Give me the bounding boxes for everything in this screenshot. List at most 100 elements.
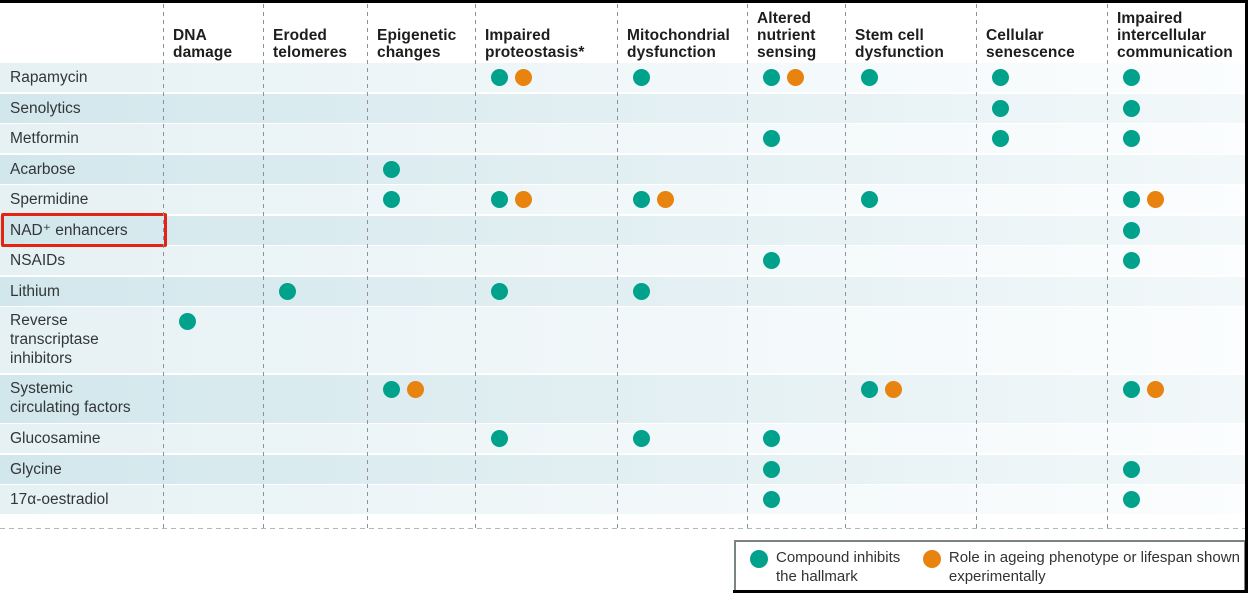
orange-dot (657, 191, 674, 208)
compound-name: Glycine (10, 460, 62, 478)
matrix-cell (475, 375, 617, 423)
column-header-9: Impaired intercellular communication (1117, 10, 1233, 61)
matrix-cell (163, 94, 263, 123)
row-label-cell: Spermidine (0, 185, 163, 214)
teal-dot (1123, 460, 1140, 478)
column-separator-line (747, 4, 748, 528)
matrix-cell (976, 63, 1107, 92)
matrix-cell (475, 216, 617, 245)
row-label-cell: 17α-oestradiol (0, 485, 163, 514)
matrix-cell (976, 455, 1107, 484)
matrix-cell (976, 246, 1107, 275)
matrix-cell (976, 485, 1107, 514)
compound-name: NAD⁺ enhancers (10, 221, 128, 239)
matrix-cell (617, 94, 747, 123)
teal-dot (1123, 252, 1140, 269)
matrix-cell (475, 185, 617, 214)
teal-dot (383, 380, 400, 398)
compound-row: NAD⁺ enhancers (0, 212, 1248, 247)
matrix-cell (263, 155, 367, 184)
matrix-cell (747, 277, 845, 306)
compound-name: 17α-oestradiol (10, 491, 109, 508)
matrix-cell (845, 155, 976, 184)
matrix-cell (617, 124, 747, 153)
matrix-cell (845, 307, 976, 373)
column-header-4: Impaired proteostasis* (485, 27, 585, 61)
teal-dot (861, 380, 878, 398)
matrix-cell (845, 63, 976, 92)
row-label-cell: Metformin (0, 124, 163, 153)
row-label-cell: NSAIDs (0, 246, 163, 275)
matrix-cell (367, 246, 475, 275)
teal-dot (279, 282, 296, 300)
row-label-cell: NAD⁺ enhancers (0, 216, 163, 245)
matrix-cell (1107, 485, 1248, 514)
orange-dot (787, 69, 804, 86)
column-separator-line (1107, 4, 1108, 528)
matrix-cell (367, 216, 475, 245)
matrix-cell (367, 424, 475, 453)
table-bottom-line (0, 528, 1248, 529)
matrix-cell (1107, 63, 1248, 92)
compound-name: Senolytics (10, 99, 81, 117)
matrix-cell (475, 455, 617, 484)
column-header-8: Cellular senescence (986, 27, 1075, 61)
matrix-cell (845, 485, 976, 514)
teal-dot (992, 69, 1009, 86)
matrix-cell (747, 63, 845, 92)
matrix-cell (845, 375, 976, 423)
teal-dot (179, 313, 196, 330)
teal-dot (763, 69, 780, 86)
column-separator-line (367, 4, 368, 528)
matrix-cell (617, 216, 747, 245)
matrix-cell (475, 307, 617, 373)
teal-dot (633, 430, 650, 447)
teal-dot (1123, 191, 1140, 208)
teal-dot (383, 191, 400, 208)
matrix-cell (163, 246, 263, 275)
matrix-cell (163, 424, 263, 453)
column-header-2: Eroded telomeres (273, 27, 348, 61)
matrix-cell (747, 216, 845, 245)
matrix-cell (976, 94, 1107, 123)
compound-name: Glucosamine (10, 430, 101, 447)
matrix-cell (1107, 124, 1248, 153)
teal-dot (1123, 69, 1140, 86)
orange-dot (407, 380, 424, 398)
matrix-cell (1107, 277, 1248, 306)
column-separator-line (845, 4, 846, 528)
teal-dot (491, 69, 508, 86)
teal-dot (491, 191, 508, 208)
matrix-cell (163, 124, 263, 153)
matrix-cell (367, 375, 475, 423)
matrix-cell (263, 63, 367, 92)
matrix-cell (1107, 307, 1248, 373)
teal-dot (633, 69, 650, 86)
page-border-right (1245, 0, 1248, 593)
column-header-row: DNA damage Eroded telomeres Epigenetic cha… (0, 3, 1248, 62)
teal-dot (992, 130, 1009, 147)
teal-dot (1123, 380, 1140, 398)
matrix-cell (1107, 155, 1248, 184)
matrix-cell (845, 124, 976, 153)
orange-dot (922, 549, 941, 568)
matrix-cell (263, 94, 367, 123)
matrix-cell (367, 155, 475, 184)
compound-row: Lithium (0, 276, 1248, 306)
legend: Compound inhibits the hallmark Role in a… (734, 540, 1246, 593)
matrix-cell (163, 307, 263, 373)
nad-enhancers-highlight-box (1, 212, 167, 247)
matrix-cell (747, 455, 845, 484)
matrix-cell (845, 185, 976, 214)
matrix-cell (976, 424, 1107, 453)
matrix-cell (617, 424, 747, 453)
column-header-6: Altered nutrient sensing (757, 10, 817, 61)
compound-row: Reverse transcriptase inhibitors (0, 307, 1248, 373)
row-label-cell: Rapamycin (0, 63, 163, 92)
compound-row: Glycine (0, 454, 1248, 484)
matrix-cell (747, 375, 845, 423)
matrix-cell (263, 124, 367, 153)
compound-rows: Rapamycin Senolytics Metformin Acarbose Sper… (0, 63, 1248, 516)
matrix-cell (263, 277, 367, 306)
matrix-cell (617, 277, 747, 306)
